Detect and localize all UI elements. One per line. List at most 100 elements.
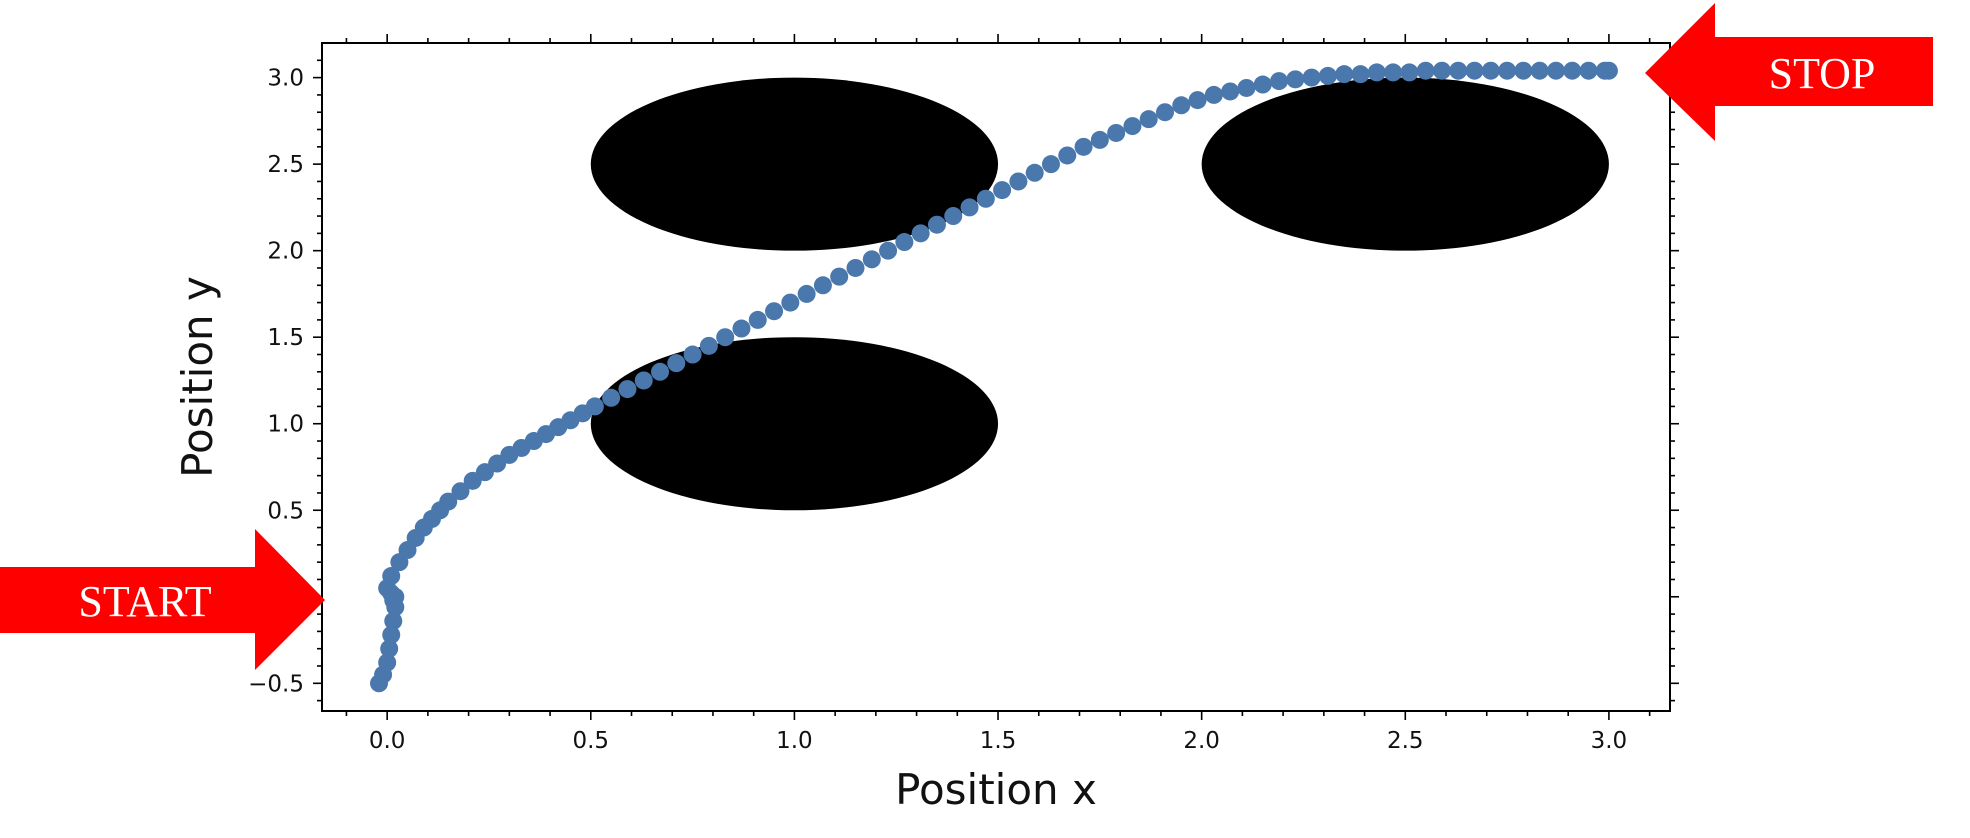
trajectory-point — [651, 362, 670, 381]
trajectory-point — [1302, 68, 1321, 87]
trajectory-point — [1530, 61, 1549, 80]
stop-arrow-label: STOP — [1769, 49, 1876, 98]
trajectory-point — [1416, 61, 1435, 80]
trajectory-point — [1204, 85, 1223, 104]
y-tick-label: 2.5 — [267, 152, 304, 178]
trajectory-point — [378, 653, 397, 672]
trajectory-point — [585, 397, 604, 416]
start-arrow-label: START — [78, 577, 211, 626]
trajectory-point — [846, 258, 865, 277]
trajectory-point — [1058, 146, 1077, 165]
trajectory-point — [1579, 61, 1598, 80]
y-tick-label: 2.0 — [267, 239, 304, 265]
trajectory-point — [1172, 96, 1191, 115]
x-tick-label: 3.0 — [1591, 728, 1628, 754]
trajectory-point — [1546, 61, 1565, 80]
trajectory-point — [1465, 61, 1484, 80]
x-tick-label: 1.5 — [980, 728, 1017, 754]
tick-labels-layer: 0.0 0.5 1.0 1.5 2.0 2.5 3.0 −0.5 0.5 1.0 1.5 2.0 2.5… — [248, 66, 1627, 754]
trajectory-point — [699, 336, 718, 355]
trajectory-point — [1123, 117, 1142, 136]
trajectory-point — [895, 233, 914, 252]
trajectory-point — [911, 224, 930, 243]
trajectory-point — [732, 319, 751, 338]
trajectory-point — [384, 612, 403, 631]
start-arrow: START — [0, 529, 325, 670]
trajectory-point — [382, 567, 401, 586]
trajectory-point — [1599, 61, 1618, 80]
trajectory-point — [976, 189, 995, 208]
obstacles-layer — [590, 77, 1609, 511]
trajectory-point — [1318, 66, 1337, 85]
y-tick-label: 1.5 — [267, 325, 304, 351]
trajectory-point — [862, 250, 881, 269]
trajectory-point — [1481, 61, 1500, 80]
trajectory-point — [1514, 61, 1533, 80]
trajectory-point — [451, 482, 470, 501]
y-axis-label: Position y — [173, 276, 222, 478]
obstacle-1 — [590, 77, 999, 251]
trajectory-point — [618, 380, 637, 399]
trajectory-point — [1270, 72, 1289, 91]
trajectory-point — [1041, 155, 1060, 174]
y-tick-label: 3.0 — [267, 66, 304, 92]
trajectory-point — [1139, 110, 1158, 129]
trajectory-point — [944, 207, 963, 226]
start-arrow-shape — [0, 529, 325, 670]
y-tick-label: 1.0 — [267, 412, 304, 438]
trajectory-point — [1367, 63, 1386, 82]
trajectory-point — [1156, 103, 1175, 122]
obstacle-2 — [590, 337, 999, 511]
trajectory-point — [1009, 172, 1028, 191]
trajectory-point — [1563, 61, 1582, 80]
x-tick-label: 2.5 — [1387, 728, 1424, 754]
trajectory-point — [1432, 61, 1451, 80]
trajectory-point — [1090, 130, 1109, 149]
trajectory-point — [634, 371, 653, 390]
plot-frame — [321, 42, 1671, 712]
trajectory-point — [1107, 123, 1126, 142]
trajectory-point — [667, 354, 686, 373]
trajectory-point — [1253, 75, 1272, 94]
trajectory-point — [1025, 163, 1044, 182]
trajectory-point — [1498, 61, 1517, 80]
axis-ticks-layer — [313, 34, 1679, 720]
trajectory-point — [993, 181, 1012, 200]
trajectory-point — [439, 492, 458, 511]
trajectory-point — [1074, 137, 1093, 156]
trajectory-point — [380, 639, 399, 658]
trajectory-point — [830, 267, 849, 286]
trajectory-point — [1188, 91, 1207, 110]
trajectory-point — [960, 198, 979, 217]
trajectory-point — [797, 284, 816, 303]
trajectory-point — [813, 276, 832, 295]
x-tick-label: 0.0 — [369, 728, 406, 754]
trajectory-point — [1286, 70, 1305, 89]
trajectory-point — [1449, 61, 1468, 80]
y-tick-label: 0.5 — [267, 498, 304, 524]
x-axis-label: Position x — [895, 765, 1097, 814]
trajectory-point — [748, 310, 767, 329]
trajectory-points-layer — [370, 61, 1618, 693]
obstacle-3 — [1201, 77, 1609, 251]
trajectory-point — [781, 293, 800, 312]
trajectory-point — [879, 241, 898, 260]
trajectory-point — [1400, 63, 1419, 82]
trajectory-point — [927, 215, 946, 234]
trajectory-point — [765, 302, 784, 321]
trajectory-point — [1221, 82, 1240, 101]
stop-arrow: STOP — [1645, 3, 1933, 141]
trajectory-point — [716, 328, 735, 347]
x-tick-label: 0.5 — [572, 728, 609, 754]
stop-arrow-shape — [1645, 3, 1933, 141]
trajectory-point — [1384, 63, 1403, 82]
y-tick-label: −0.5 — [248, 671, 304, 697]
trajectory-point — [382, 625, 401, 644]
trajectory-point — [602, 388, 621, 407]
trajectory-point — [1335, 65, 1354, 84]
trajectory-point — [683, 345, 702, 364]
x-tick-label: 1.0 — [776, 728, 813, 754]
trajectory-point — [1237, 78, 1256, 97]
trajectory-point — [1351, 65, 1370, 84]
